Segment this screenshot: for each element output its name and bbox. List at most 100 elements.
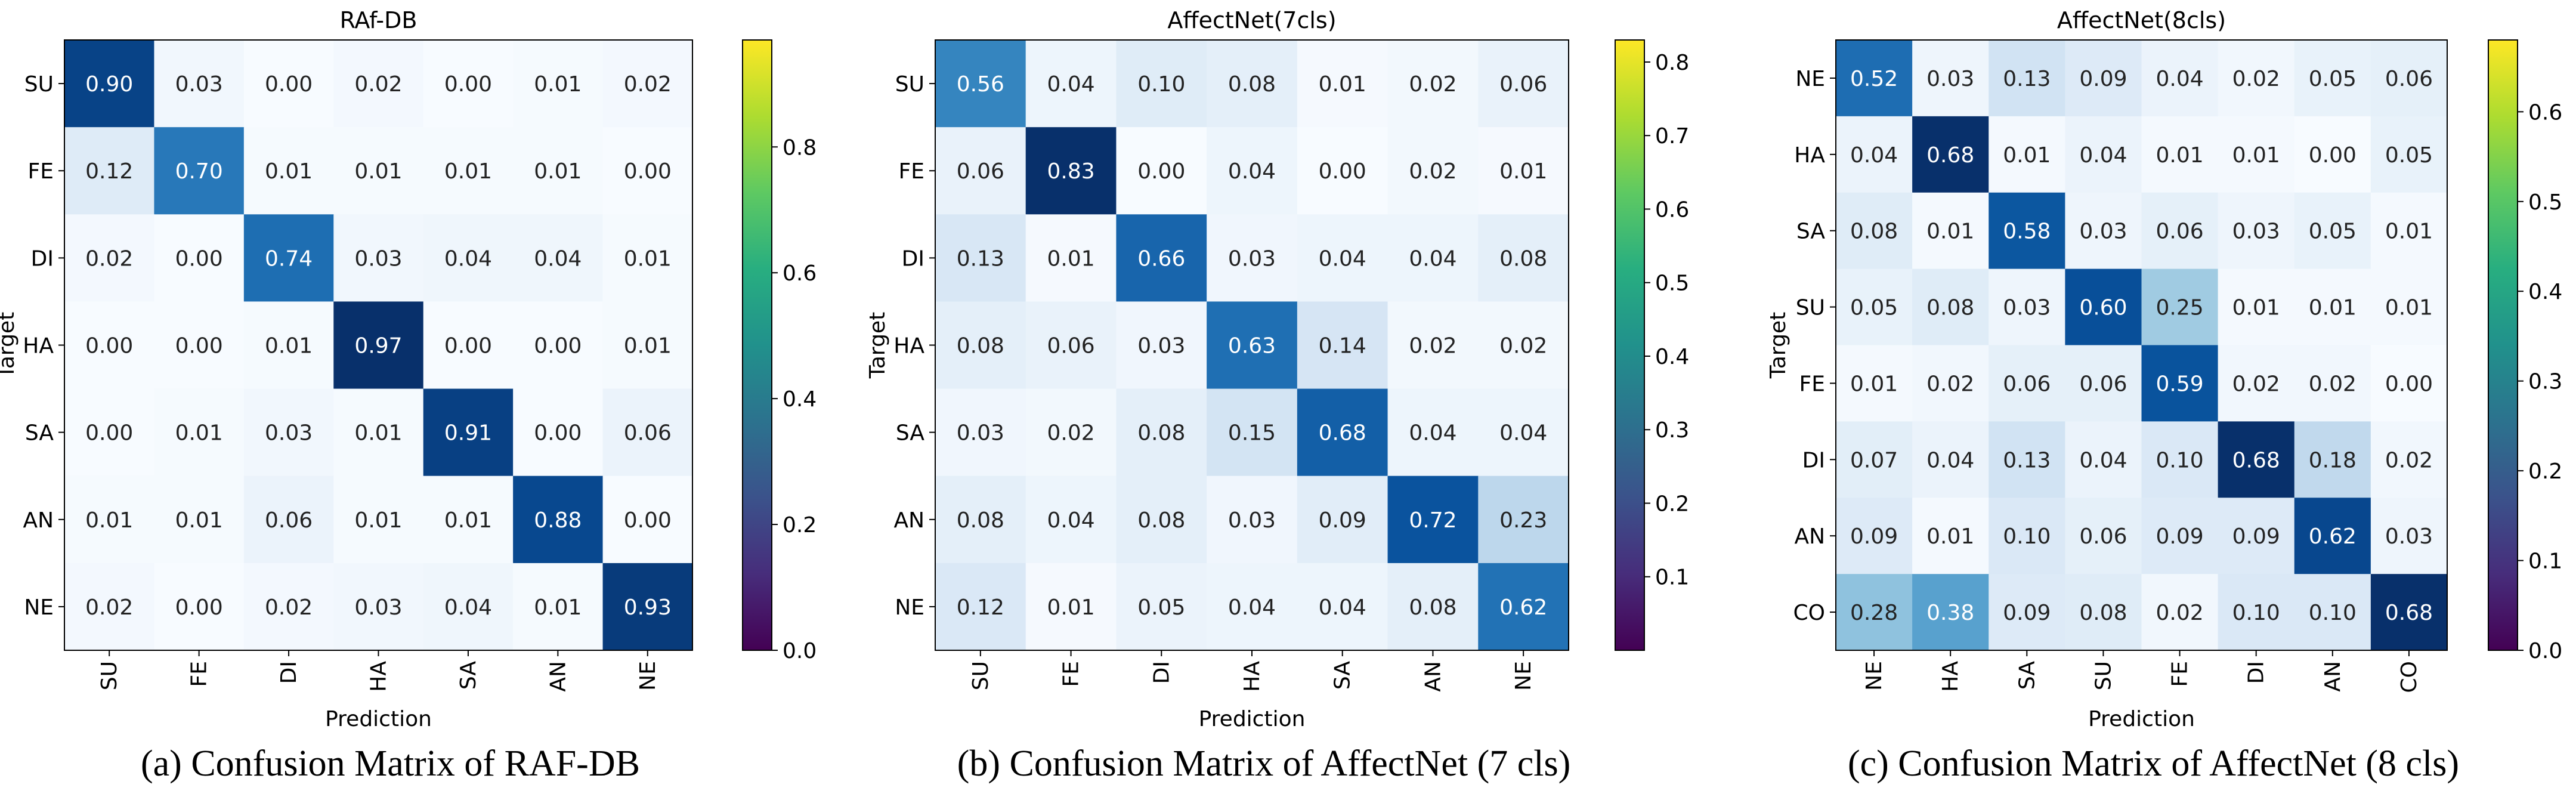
heatmap-cell	[1116, 301, 1207, 390]
cell-value-label: 0.03	[175, 72, 223, 97]
heatmap-cell	[2065, 574, 2142, 651]
cell-value-label: 0.01	[1850, 372, 1898, 396]
heatmap-cell	[243, 388, 334, 477]
colorbar-tick-label: 0.7	[1655, 124, 1689, 149]
cell-value-label: 0.72	[1409, 508, 1456, 533]
cell-value-label: 0.13	[957, 246, 1004, 271]
cell-value-label: 0.04	[534, 246, 582, 271]
heatmap-cell	[1387, 40, 1479, 128]
cell-value-label: 0.04	[1228, 159, 1276, 184]
heatmap-cell	[154, 563, 245, 651]
heatmap-cell	[1989, 268, 2065, 346]
heatmap-cell	[2370, 116, 2448, 193]
y-tick-label: SA	[896, 421, 925, 446]
heatmap-cell	[2294, 574, 2371, 651]
heatmap-cell	[1912, 498, 1989, 575]
heatmap-cell	[243, 301, 334, 390]
cell-value-label: 0.01	[2309, 296, 2357, 320]
cell-value-label: 0.56	[957, 72, 1004, 97]
cell-value-label: 0.06	[2079, 372, 2127, 396]
heatmap-cell	[1836, 40, 1913, 117]
colorbar-tick-label: 0.6	[2528, 100, 2562, 125]
colorbar-tick-label: 0.3	[1655, 418, 1689, 443]
heatmap-cell	[513, 563, 604, 651]
heatmap-cell	[1297, 127, 1388, 215]
cell-value-label: 0.06	[2003, 372, 2051, 396]
cell-value-label: 0.04	[1228, 595, 1276, 620]
cell-value-label: 0.93	[624, 595, 672, 620]
heatmap-cell	[602, 214, 693, 302]
heatmap-cell	[64, 388, 155, 477]
heatmap-cell	[1989, 40, 2065, 117]
heatmap-cell	[64, 127, 155, 215]
cell-value-label: 0.62	[2309, 524, 2357, 549]
heatmap-cell	[1989, 192, 2065, 270]
x-tick-label: SA	[2015, 661, 2039, 690]
heatmap-cell	[1297, 563, 1388, 651]
cell-value-label: 0.03	[354, 595, 402, 620]
heatmap-cell	[1478, 563, 1569, 651]
cell-value-label: 0.83	[1047, 159, 1094, 184]
cell-value-label: 0.02	[2309, 372, 2357, 396]
cell-value-label: 0.08	[957, 508, 1004, 533]
cell-value-label: 0.00	[534, 421, 582, 446]
figure-caption: (a) Confusion Matrix of RAF-DB	[141, 743, 640, 784]
cell-value-label: 0.04	[2079, 448, 2127, 472]
cell-value-label: 0.02	[1047, 421, 1094, 446]
heatmap-cell	[1025, 475, 1117, 564]
heatmap-cell	[1387, 214, 1479, 302]
heatmap-cell	[2218, 421, 2295, 498]
cell-value-label: 0.97	[354, 334, 402, 359]
heatmap-cell	[2370, 268, 2448, 346]
heatmap-cell	[64, 475, 155, 564]
heatmap-cell	[602, 40, 693, 128]
cell-value-label: 0.10	[2156, 448, 2203, 472]
cell-value-label: 0.00	[624, 508, 672, 533]
heatmap-cell	[935, 475, 1026, 564]
cell-value-label: 0.01	[624, 246, 672, 271]
heatmap-cell	[154, 475, 245, 564]
cell-value-label: 0.00	[444, 72, 492, 97]
colorbar-tick-label: 0.0	[783, 639, 817, 663]
cell-value-label: 0.08	[957, 334, 1004, 359]
cell-value-label: 0.03	[957, 421, 1004, 446]
cell-value-label: 0.12	[85, 159, 133, 184]
cell-value-label: 0.01	[265, 334, 313, 359]
cell-value-label: 0.06	[624, 421, 672, 446]
cell-value-label: 0.01	[534, 159, 582, 184]
cell-value-label: 0.01	[2003, 143, 2051, 168]
cell-value-label: 0.06	[1047, 334, 1094, 359]
x-tick-label: AN	[1421, 661, 1445, 692]
cell-value-label: 0.68	[2385, 601, 2433, 625]
cell-value-label: 0.08	[1137, 508, 1185, 533]
cell-value-label: 0.01	[2385, 296, 2433, 320]
cell-value-label: 0.00	[175, 595, 223, 620]
panel-title: AffectNet(7cls)	[1167, 7, 1336, 33]
cell-value-label: 0.03	[1137, 334, 1185, 359]
cell-value-label: 0.03	[2079, 220, 2127, 244]
colorbar-tick-label: 0.6	[783, 261, 817, 286]
colorbar-tick-label: 0.1	[2528, 549, 2562, 574]
heatmap-cell	[1836, 574, 1913, 651]
cell-value-label: 0.02	[2385, 448, 2433, 472]
cell-value-label: 0.01	[85, 508, 133, 533]
colorbar-tick-label: 0.5	[2528, 190, 2562, 215]
cell-value-label: 0.00	[175, 246, 223, 271]
heatmap-cell	[1478, 388, 1569, 477]
x-axis-label: Prediction	[2088, 707, 2195, 731]
heatmap-cell	[602, 563, 693, 651]
y-tick-label: FE	[28, 159, 54, 184]
cell-value-label: 0.00	[265, 72, 313, 97]
figure-caption: (c) Confusion Matrix of AffectNet (8 cls…	[1848, 743, 2459, 784]
heatmap-cell	[333, 475, 424, 564]
cell-value-label: 0.09	[1850, 524, 1898, 549]
heatmap-cell	[2065, 268, 2142, 346]
heatmap-cell	[2065, 40, 2142, 117]
figure-caption: (b) Confusion Matrix of AffectNet (7 cls…	[957, 743, 1571, 784]
cell-value-label: 0.25	[2156, 296, 2203, 320]
y-tick-label: DI	[902, 246, 924, 271]
x-tick-label: FE	[187, 661, 212, 687]
heatmap-cell	[423, 388, 514, 477]
x-tick-label: AN	[546, 661, 570, 692]
cell-value-label: 0.00	[175, 334, 223, 359]
